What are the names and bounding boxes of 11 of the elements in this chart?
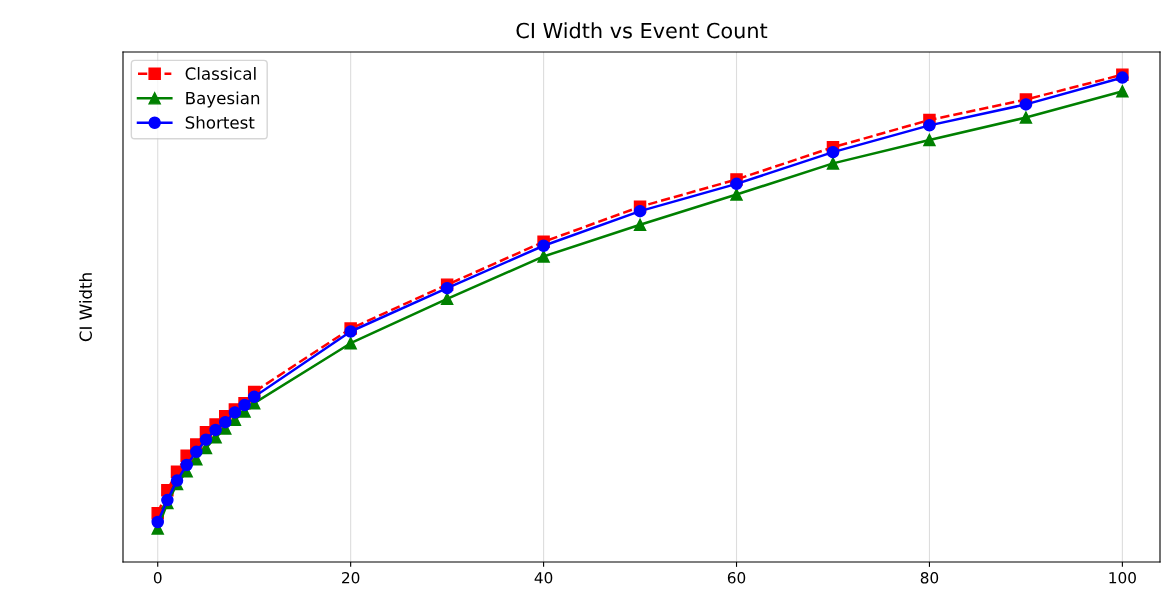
legend-label: Shortest [185, 115, 255, 129]
x-tick-label: 80 [920, 571, 939, 584]
x-tick-label: 20 [342, 571, 360, 584]
x-tick-label: 100 [1109, 571, 1136, 584]
x-tick-label: 60 [727, 571, 746, 584]
y-axis-title: CI Width [79, 273, 92, 342]
legend-label: Bayesian [186, 91, 260, 108]
x-tick-label: 0 [153, 571, 162, 584]
chart-title: CI Width vs Event Count [516, 22, 768, 39]
x-tick-label: 40 [534, 571, 553, 584]
legend-label: Classical [185, 67, 256, 80]
